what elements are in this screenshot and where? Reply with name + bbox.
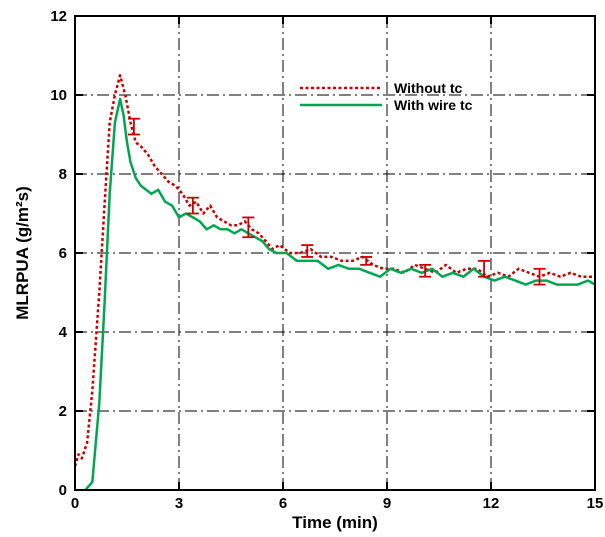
x-axis-title: Time (min) xyxy=(292,513,378,532)
legend-label-1: Without tc xyxy=(394,80,463,96)
x-tick-label: 12 xyxy=(483,495,500,512)
y-tick-label: 12 xyxy=(50,8,67,25)
series-line-1 xyxy=(73,74,595,467)
error-bar xyxy=(360,256,373,266)
series-lines xyxy=(73,74,596,491)
y-tick-label: 4 xyxy=(59,324,68,341)
error-bar xyxy=(242,216,255,239)
x-tick-label: 0 xyxy=(71,495,79,512)
x-tick-label: 15 xyxy=(587,495,604,512)
axis-ticks: 0 3 6 9 12 15 0 2 4 6 8 10 12 xyxy=(50,8,603,512)
x-tick-label: 6 xyxy=(279,495,287,512)
y-tick-label: 6 xyxy=(59,245,67,262)
error-bar xyxy=(419,263,432,278)
error-bar xyxy=(127,117,140,136)
error-bars xyxy=(127,117,546,286)
y-axis-title: MLRPUA (g/m²s) xyxy=(13,186,32,319)
error-bar xyxy=(533,267,546,286)
error-bar xyxy=(301,244,314,258)
x-tick-label: 3 xyxy=(175,495,183,512)
y-tick-label: 0 xyxy=(59,482,67,499)
y-tick-label: 2 xyxy=(59,403,67,420)
legend-label-2: With wire tc xyxy=(394,97,473,113)
series-line-2 xyxy=(84,97,596,491)
error-bar xyxy=(478,259,491,278)
y-tick-label: 10 xyxy=(50,87,67,104)
x-tick-label: 9 xyxy=(383,495,391,512)
y-tick-label: 8 xyxy=(59,166,67,183)
error-bar xyxy=(186,196,199,215)
